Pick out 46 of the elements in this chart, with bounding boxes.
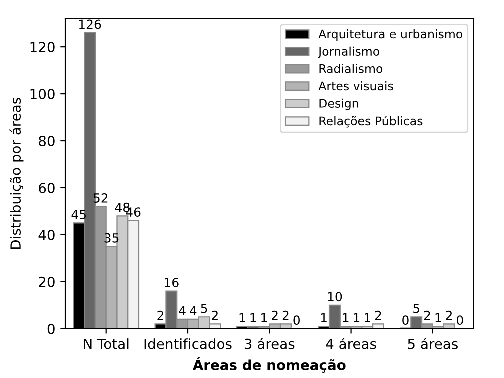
legend-label: Design [320,98,358,110]
data-label: 126 [79,20,102,30]
y-tick-label: 40 [38,230,55,240]
legend-label: Arquitetura e urbanismo [318,30,462,41]
y-tick-label: 60 [39,182,55,194]
legend-label: Artes visuais [318,82,394,91]
data-label: 2 [272,310,278,320]
y-tick-label: 100 [30,89,55,100]
data-label: 2 [282,310,289,320]
data-label: 1 [321,313,327,323]
x-tick-label: Identificados [144,338,232,350]
data-label: 5 [201,304,208,314]
data-label: 35 [104,233,119,243]
data-label: 0 [294,316,300,326]
data-label: 4 [179,306,186,316]
data-label: 10 [328,292,342,302]
data-label: 1 [343,313,349,323]
data-label: 0 [457,316,464,326]
data-label: 1 [262,313,268,323]
y-axis-title: Distribuição por áreas [10,98,24,250]
data-label: 1 [365,313,370,323]
data-label: 2 [446,310,452,320]
data-label: 2 [424,310,430,320]
data-label: 1 [250,313,256,323]
y-tick-label: 120 [30,42,55,53]
y-tick-label: 0 [48,324,55,334]
x-tick-label: N Total [84,338,129,350]
legend-label: Relações Públicas [320,116,423,128]
data-label: 5 [414,304,420,314]
x-tick-label: 4 áreas [326,338,376,350]
data-label: 2 [158,310,164,320]
x-axis-title: Áreas de nomeação [192,357,346,373]
data-label: 16 [165,278,179,288]
data-label: 1 [354,313,360,323]
x-tick-label: 5 áreas [408,338,458,350]
legend-label: Jornalismo [318,46,380,58]
data-label: 1 [436,313,442,323]
data-label: 1 [240,313,246,323]
y-tick-label: 80 [39,136,55,146]
x-tick-label: 3 áreas [244,338,295,350]
y-tick-label: 20 [39,276,55,288]
data-label: 2 [212,310,218,320]
legend-label: Radialismo [320,64,383,74]
data-label: 0 [402,316,409,326]
data-label: 4 [190,306,197,316]
data-label: 2 [375,310,382,320]
